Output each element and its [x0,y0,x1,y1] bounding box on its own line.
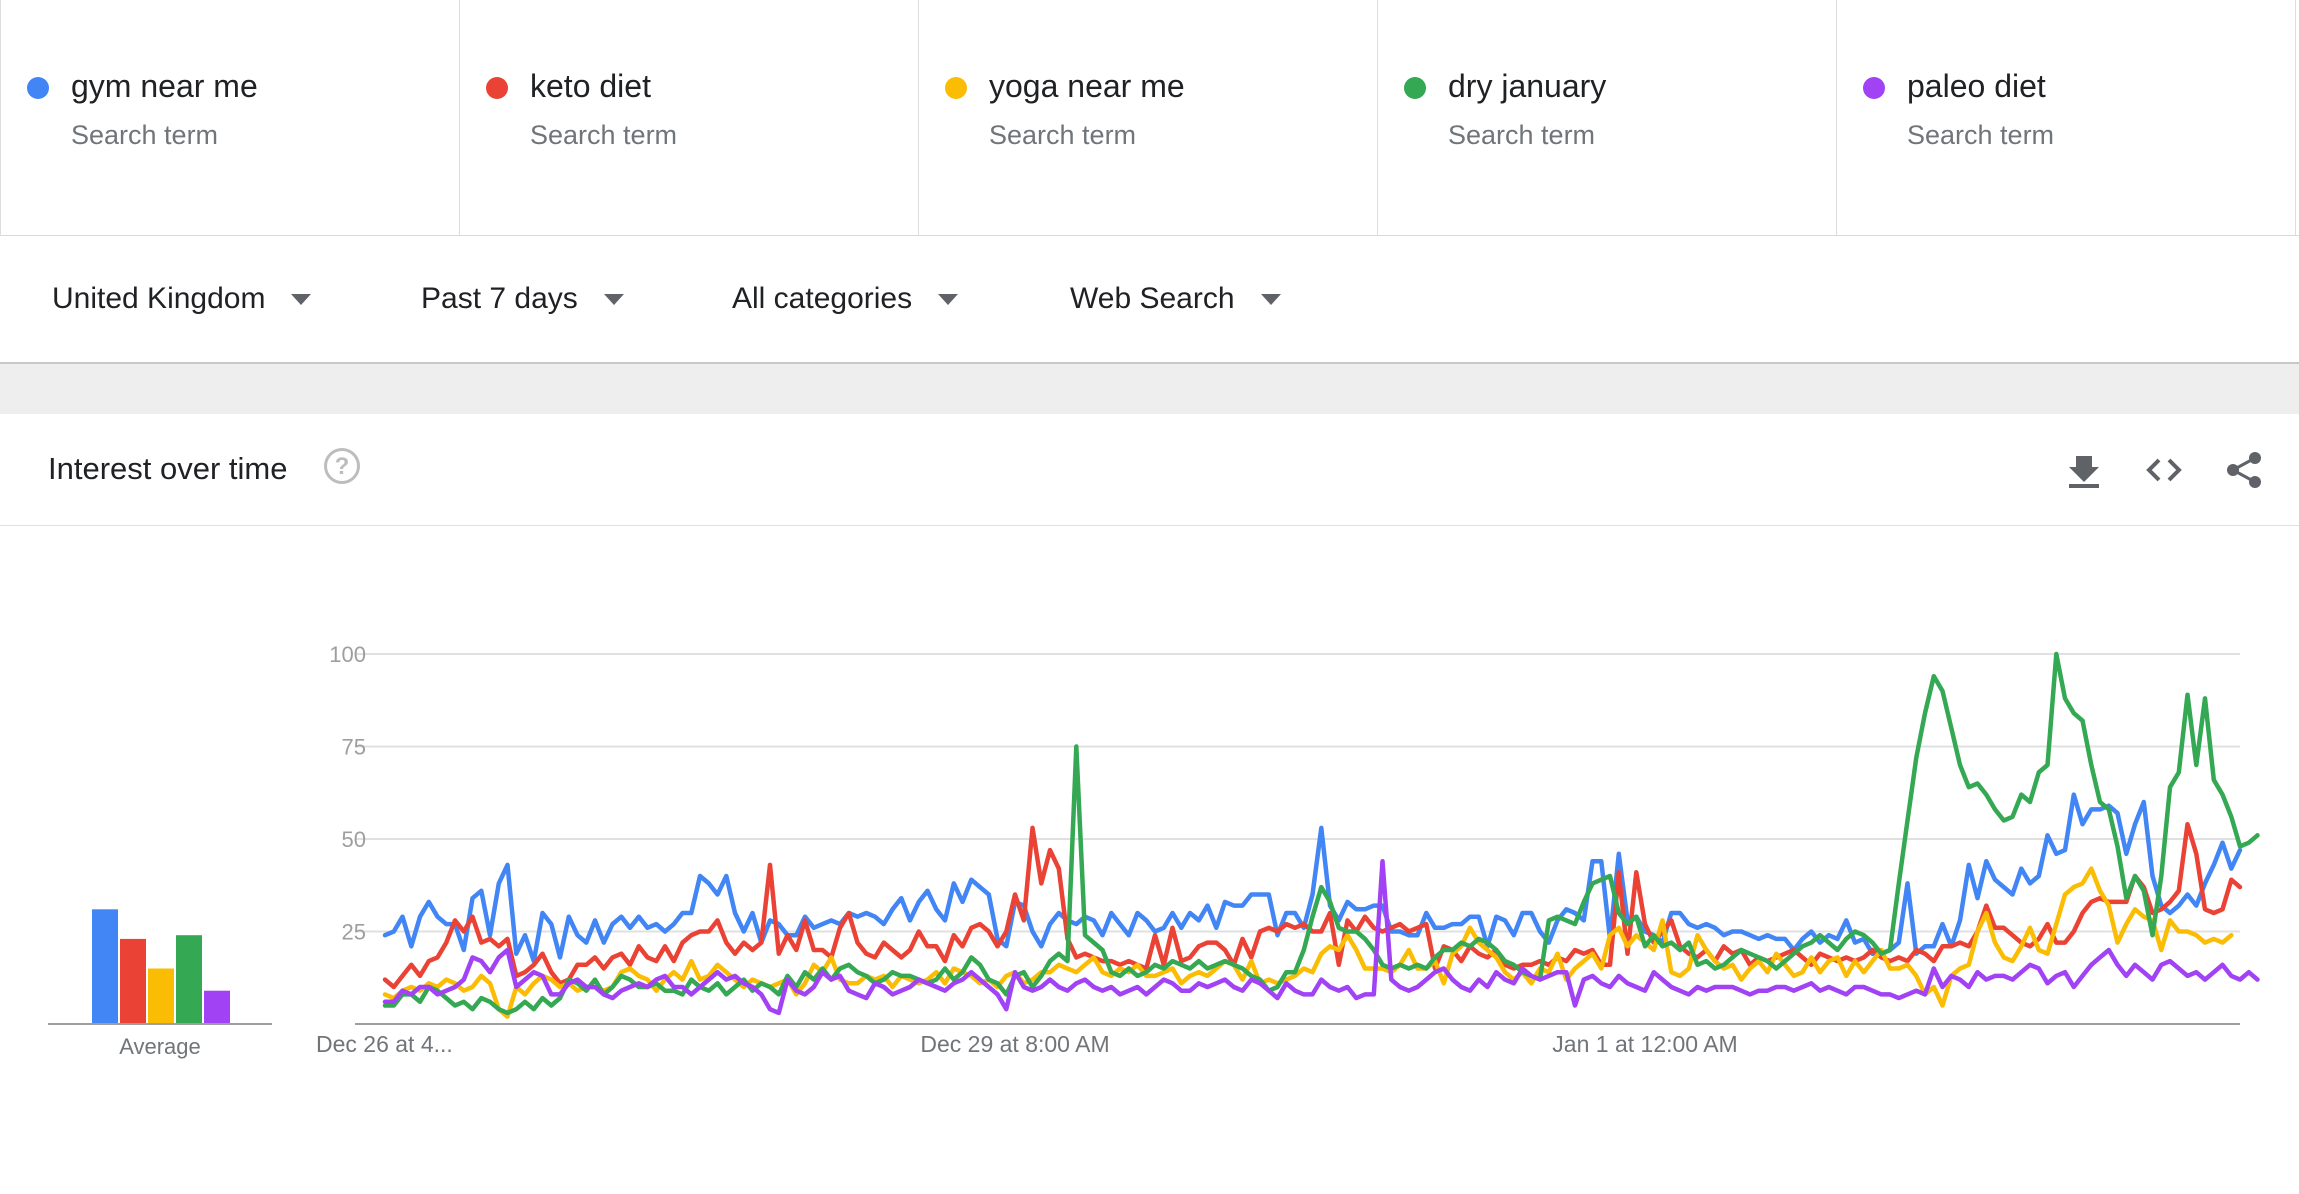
average-bar[interactable] [92,909,118,1024]
category-label: All categories [732,282,913,315]
average-bar[interactable] [204,990,230,1024]
x-tick-label: Jan 1 at 12:00 AM [1552,1031,1737,1057]
average-bar[interactable] [176,935,202,1024]
filter-bar: United Kingdom Past 7 days All categorie… [0,236,2299,364]
series-line-dry-january[interactable] [382,651,2260,1016]
series-dot-icon [1404,77,1426,99]
y-tick-label: 100 [329,642,366,667]
series-line-yoga-near-me[interactable] [382,866,2234,1019]
search-terms-row: gym near me Search term keto diet Search… [0,0,2299,236]
card-title: Interest over time [48,451,288,486]
series-dot-icon [945,77,967,99]
interest-over-time-card: Interest over time ? [0,414,2299,1194]
chart-lines [382,651,2260,1019]
region-label: United Kingdom [52,282,266,315]
term-name: gym near me [71,68,258,104]
term-name: paleo diet [1907,68,2046,104]
term-type: Search term [530,120,678,150]
share-icon[interactable] [2224,450,2264,490]
caret-down-icon [1260,293,1281,305]
search-type-dropdown[interactable]: Web Search [1070,282,1281,316]
caret-down-icon [603,293,624,305]
term-card-1[interactable]: gym near me Search term [0,0,460,236]
section-gap [0,364,2299,414]
average-bar[interactable] [148,968,174,1025]
region-dropdown[interactable]: United Kingdom [52,282,312,316]
x-tick-label: Dec 26 at 4... [316,1031,453,1057]
series-line-keto-diet[interactable] [382,821,2243,990]
x-axis-labels: Dec 26 at 4... Dec 29 at 8:00 AM Jan 1 at … [316,1031,1738,1057]
help-icon[interactable]: ? [324,448,360,484]
term-card-2[interactable]: keto diet Search term [459,0,919,236]
term-type: Search term [1448,120,1596,150]
series-dot-icon [486,77,508,99]
series-dot-icon [1863,77,1885,99]
caret-down-icon [291,293,312,305]
term-type: Search term [989,120,1137,150]
y-tick-label: 25 [342,920,366,945]
y-tick-label: 75 [342,735,366,760]
caret-down-icon [938,293,959,305]
series-line-gym-near-me[interactable] [382,792,2243,964]
term-type: Search term [71,120,219,150]
period-dropdown[interactable]: Past 7 days [421,282,624,316]
x-tick-label: Dec 29 at 8:00 AM [920,1031,1109,1057]
period-label: Past 7 days [421,282,578,315]
y-tick-label: 50 [342,827,366,852]
term-name: dry january [1448,68,1607,104]
average-label: Average [119,1034,201,1059]
download-icon[interactable] [2064,450,2104,490]
series-dot-icon [27,77,49,99]
search-type-label: Web Search [1070,282,1235,315]
term-card-3[interactable]: yoga near me Search term [918,0,1378,236]
chart-grid: 25 50 75 100 [329,642,2240,1025]
series-line-paleo-diet[interactable] [382,858,2260,1016]
term-name: yoga near me [989,68,1185,104]
average-bars: Average [48,909,272,1059]
category-dropdown[interactable]: All categories [732,282,959,316]
term-name: keto diet [530,68,651,104]
term-type: Search term [1907,120,2055,150]
term-card-4[interactable]: dry january Search term [1377,0,1837,236]
average-bar[interactable] [120,938,146,1024]
term-card-5[interactable]: paleo diet Search term [1836,0,2296,236]
card-header: Interest over time ? [0,414,2299,526]
embed-icon[interactable] [2144,450,2184,490]
